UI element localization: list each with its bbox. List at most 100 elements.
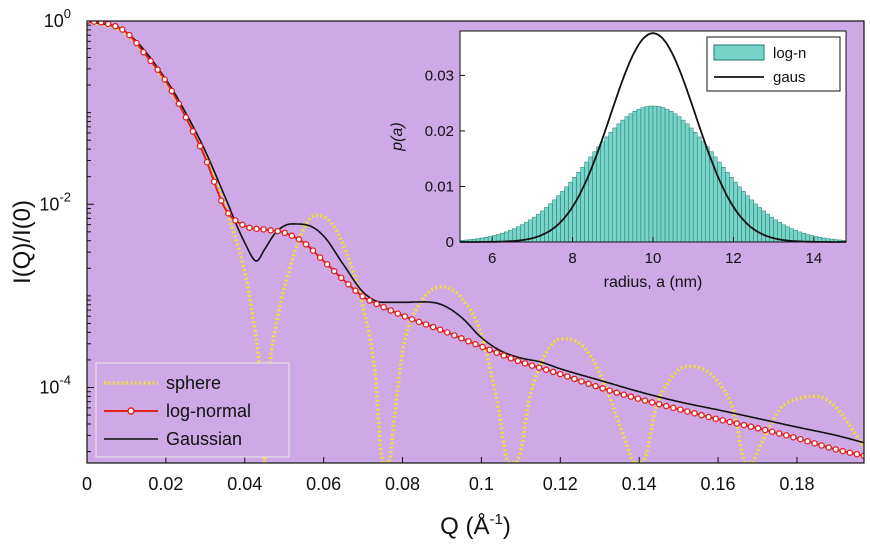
histogram-bar (548, 203, 553, 243)
histogram-bar (652, 105, 658, 243)
data-point (330, 267, 338, 275)
data-point (846, 449, 854, 456)
legend-item-sphere: sphere (104, 373, 221, 393)
data-point (281, 229, 289, 237)
inset-legend: log-n gaus (706, 36, 841, 92)
histogram-bar (680, 119, 686, 243)
data-point (274, 227, 281, 235)
data-point (352, 287, 359, 294)
data-point (585, 380, 592, 388)
data-point (698, 411, 705, 419)
data-point (613, 389, 621, 396)
data-point (648, 399, 656, 406)
data-point (359, 293, 366, 300)
data-point (479, 343, 486, 351)
data-point (860, 452, 864, 459)
data-point (521, 360, 529, 367)
x-axis-label-close: ) (503, 513, 511, 540)
inset-x-axis-label: radius, a (nm) (604, 274, 703, 291)
histogram-bar (696, 136, 702, 243)
main-plot-frame (86, 20, 865, 464)
data-point (373, 300, 380, 308)
data-point (309, 247, 317, 254)
data-point (818, 442, 825, 449)
data-point (514, 357, 522, 365)
main-y-axis-label: I(Q)/I(0) (9, 200, 36, 284)
data-point (761, 426, 769, 434)
data-point (323, 261, 331, 268)
data-point (571, 375, 578, 383)
data-point (564, 373, 571, 380)
histogram-bar (664, 108, 670, 243)
x-tick-label: 0.14 (622, 474, 657, 494)
data-point (557, 370, 564, 378)
data-point (733, 420, 741, 427)
legend-label: log-normal (166, 401, 251, 421)
data-point (691, 410, 698, 417)
histogram-bar (552, 199, 557, 243)
series-line (87, 21, 864, 444)
data-point (366, 297, 373, 304)
histogram-bar (624, 116, 630, 243)
data-point (168, 87, 176, 95)
data-point (775, 430, 783, 437)
histogram-bar (544, 207, 549, 243)
data-point (684, 408, 691, 415)
inset-legend-label: log-n (773, 45, 806, 62)
data-point (90, 21, 98, 25)
data-point (804, 437, 811, 445)
x-axis-label-exponent: -1 (490, 511, 503, 528)
histogram-bar (668, 110, 674, 243)
histogram-bar (656, 106, 662, 243)
data-point (797, 435, 804, 443)
main-x-axis-label: Q (Å-1) (440, 511, 511, 540)
data-point (225, 210, 232, 217)
histogram-bar (721, 166, 726, 243)
x-tick-label: 0 (82, 474, 92, 494)
data-point (825, 444, 832, 451)
histogram-bar (672, 113, 678, 243)
data-point (288, 232, 296, 239)
data-point (832, 446, 839, 453)
histogram-bar (765, 213, 770, 243)
legend-label: Gaussian (166, 429, 242, 449)
data-point (196, 142, 204, 150)
data-point (182, 114, 190, 121)
histogram-bar (761, 210, 766, 243)
data-point (839, 447, 847, 455)
data-point (606, 387, 613, 394)
data-point (783, 432, 790, 439)
data-point (97, 21, 105, 26)
data-point (465, 337, 472, 345)
data-point (133, 39, 140, 47)
data-point (345, 281, 352, 288)
histogram-bar (729, 177, 734, 243)
data-point (634, 395, 642, 402)
main-axis-ticks (86, 20, 798, 463)
inset-x-tick-label: 10 (645, 250, 662, 267)
histogram-bar (580, 166, 585, 243)
data-point (726, 418, 734, 426)
x-tick-label: 0.08 (385, 474, 420, 494)
data-point (754, 425, 762, 432)
gaussian-curve (460, 32, 846, 243)
x-axis-label-main: Q (Å (440, 512, 489, 540)
data-point (493, 349, 500, 356)
inset-legend-item-log-n: log-n (713, 44, 806, 62)
histogram-bar (793, 230, 799, 243)
histogram-bar (648, 105, 654, 243)
data-point (189, 128, 197, 135)
data-point (429, 323, 437, 331)
legend-label: sphere (166, 373, 221, 393)
histogram-bar (604, 136, 610, 243)
data-point (620, 391, 628, 398)
data-point (712, 415, 719, 422)
data-point (175, 100, 183, 108)
histogram-bar (749, 199, 754, 243)
y-tick-label: 10-2 (39, 189, 71, 214)
data-point (486, 346, 493, 354)
data-point (747, 423, 755, 430)
x-tick-label: 0.16 (701, 474, 736, 494)
data-point (670, 404, 677, 412)
data-point (542, 366, 550, 374)
